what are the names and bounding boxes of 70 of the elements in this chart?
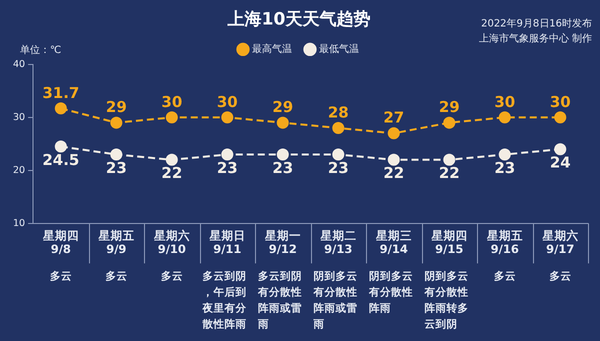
data-label: 30 [494,92,516,111]
text: 多云 [105,269,128,282]
point [443,116,456,129]
y-tick-label: 10 [12,218,26,229]
point [221,148,234,160]
point [221,111,234,124]
data-label: 23 [494,158,516,177]
point [110,148,122,160]
data-label: 30 [161,92,182,111]
text: 阴到多云有分散性阵雨或雷雨 [312,269,358,330]
data-label: 29 [272,98,294,116]
y-axis-title: 单位：℃ [20,44,62,56]
text: 多云 [160,269,183,282]
chart-title: 上海10天天气趋势 [226,10,370,30]
data-label: 23 [272,158,294,177]
data-label: 31.7 [42,84,80,102]
point [388,154,400,166]
point [276,116,289,129]
point [54,102,67,114]
data-label: 24.5 [42,150,80,169]
point [443,154,456,166]
x-tick-label: 星期六 9/17 [541,228,578,256]
x-tick-label: 星期五 9/9 [97,228,134,256]
data-label: 24 [550,154,571,172]
text: 多云 [50,269,72,282]
point [554,111,566,124]
point [388,127,400,140]
text: 多云 [549,269,572,282]
data-label: 30 [550,92,571,111]
text: 阴到多云有分散性阵雨 [368,269,414,314]
data-label: 22 [438,164,460,182]
data-label: 28 [328,103,349,122]
point [554,143,566,156]
x-tick-label: 星期二 9/13 [319,228,356,256]
data-label: 29 [438,98,460,116]
data-label: 30 [216,92,238,111]
y-tick-label: 40 [12,58,26,70]
legend-label: 最高气温 [252,42,292,55]
data-label: 22 [383,164,404,182]
x-tick-label: 星期一 9/12 [264,228,301,256]
text: 多云 [494,269,516,282]
data-label: 27 [383,108,404,127]
data-label: 23 [106,158,127,177]
x-tick-label: 星期四 9/15 [430,228,468,256]
legend-label: 最低气温 [319,42,359,55]
text: 2022年9月8日16时发布 [481,18,592,30]
data-label: 23 [328,158,349,177]
point [166,154,178,166]
x-tick-label: 星期四 9/8 [42,228,79,256]
data-label: 29 [106,98,127,116]
text: 多云到阴有分散性阵雨或雷雨 [257,269,302,330]
point [498,148,511,160]
point [332,148,344,160]
point [276,148,289,160]
data-label: 23 [216,158,238,177]
point [54,140,67,153]
point [166,111,178,124]
data-label: 22 [161,164,182,182]
x-tick-label: 星期日 9/11 [208,228,246,256]
x-tick-label: 星期三 9/14 [374,228,412,256]
x-tick-label: 星期五 9/16 [486,228,523,256]
text: 多云到阴，午后到夜里有分散性阵雨 [202,269,248,330]
y-tick-label: 20 [12,164,26,176]
text: 阴到多云有分散性阵雨转多云到阴 [424,269,469,330]
point [110,116,122,129]
point [498,111,511,124]
y-tick-label: 30 [12,112,26,123]
point [332,122,344,134]
x-tick-label: 星期六 9/10 [152,228,190,256]
text: 上海市气象服务中心 制作 [478,32,592,45]
